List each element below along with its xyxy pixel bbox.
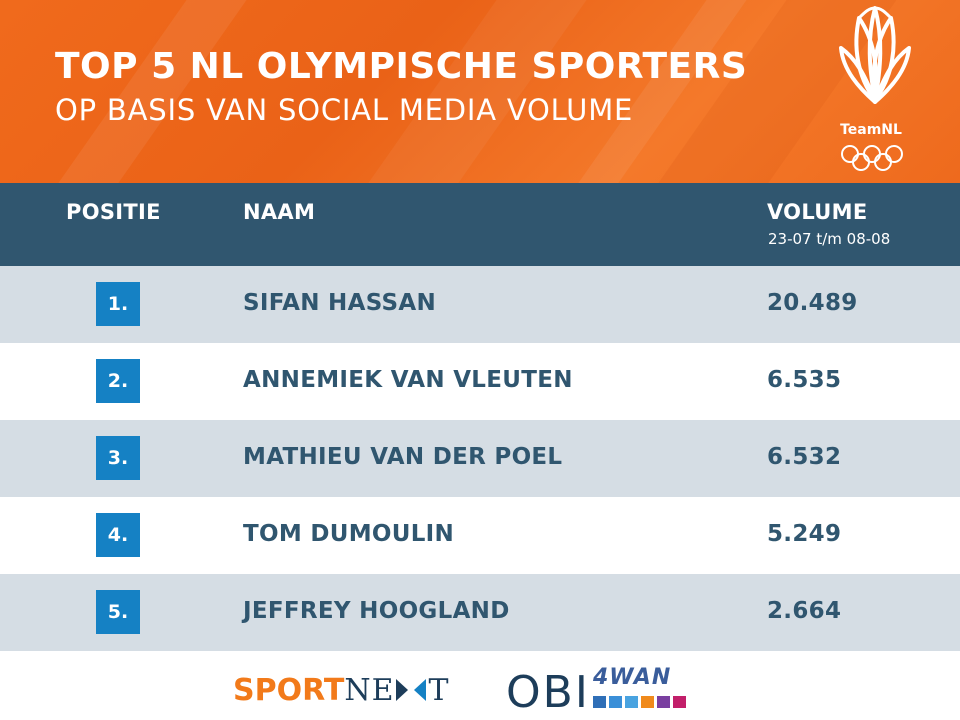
- table-row: 4. TOM DUMOULIN 5.249: [0, 497, 960, 574]
- background-streak: [39, 0, 261, 183]
- fourwan-color-bars: [593, 696, 689, 708]
- volume-period-label: 23-07 t/m 08-08: [768, 230, 891, 248]
- column-header-volume: VOLUME: [767, 200, 868, 224]
- sportnext-logo-part1: SPORT: [233, 673, 345, 708]
- position-badge: 4.: [96, 513, 140, 557]
- position-badge: 2.: [96, 359, 140, 403]
- column-header-position: POSITIE: [66, 200, 161, 224]
- teamnl-label: TeamNL: [840, 122, 902, 138]
- athlete-name: TOM DUMOULIN: [243, 521, 455, 547]
- position-badge: 3.: [96, 436, 140, 480]
- ranking-table-body: 1. SIFAN HASSAN 20.489 2. ANNEMIEK VAN V…: [0, 266, 960, 651]
- arrows-icon: [396, 679, 427, 701]
- page-subtitle: OP BASIS VAN SOCIAL MEDIA VOLUME: [55, 93, 634, 127]
- athlete-name: JEFFREY HOOGLAND: [243, 598, 510, 624]
- position-badge: 5.: [96, 590, 140, 634]
- volume-value: 5.249: [767, 521, 842, 547]
- obi-logo: OBI: [506, 667, 590, 718]
- athlete-name: MATHIEU VAN DER POEL: [243, 444, 563, 470]
- teamnl-logo: TeamNL: [826, 4, 926, 176]
- olympic-rings-icon: [841, 145, 903, 171]
- table-row: 1. SIFAN HASSAN 20.489: [0, 266, 960, 343]
- tulip-icon: [839, 6, 911, 104]
- volume-value: 20.489: [767, 290, 858, 316]
- footer-logos: SPORTNE T OBI 4WAN: [0, 651, 960, 720]
- volume-value: 6.535: [767, 367, 842, 393]
- header-banner: TOP 5 NL OLYMPISCHE SPORTERS OP BASIS VA…: [0, 0, 960, 183]
- sportnext-logo-part3: T: [428, 673, 450, 708]
- athlete-name: SIFAN HASSAN: [243, 290, 437, 316]
- table-row: 2. ANNEMIEK VAN VLEUTEN 6.535: [0, 343, 960, 420]
- fourwan-logo: 4WAN: [593, 665, 672, 690]
- page-title: TOP 5 NL OLYMPISCHE SPORTERS: [55, 46, 748, 87]
- sportnext-logo: SPORTNE T: [233, 673, 450, 708]
- athlete-name: ANNEMIEK VAN VLEUTEN: [243, 367, 573, 393]
- table-row: 3. MATHIEU VAN DER POEL 6.532: [0, 420, 960, 497]
- table-header: POSITIE NAAM VOLUME 23-07 t/m 08-08: [0, 183, 960, 266]
- background-streak: [349, 0, 601, 183]
- volume-value: 6.532: [767, 444, 842, 470]
- sportnext-logo-part2: NE: [344, 673, 395, 708]
- position-badge: 1.: [96, 282, 140, 326]
- table-row: 5. JEFFREY HOOGLAND 2.664: [0, 574, 960, 651]
- volume-value: 2.664: [767, 598, 842, 624]
- column-header-name: NAAM: [243, 200, 316, 224]
